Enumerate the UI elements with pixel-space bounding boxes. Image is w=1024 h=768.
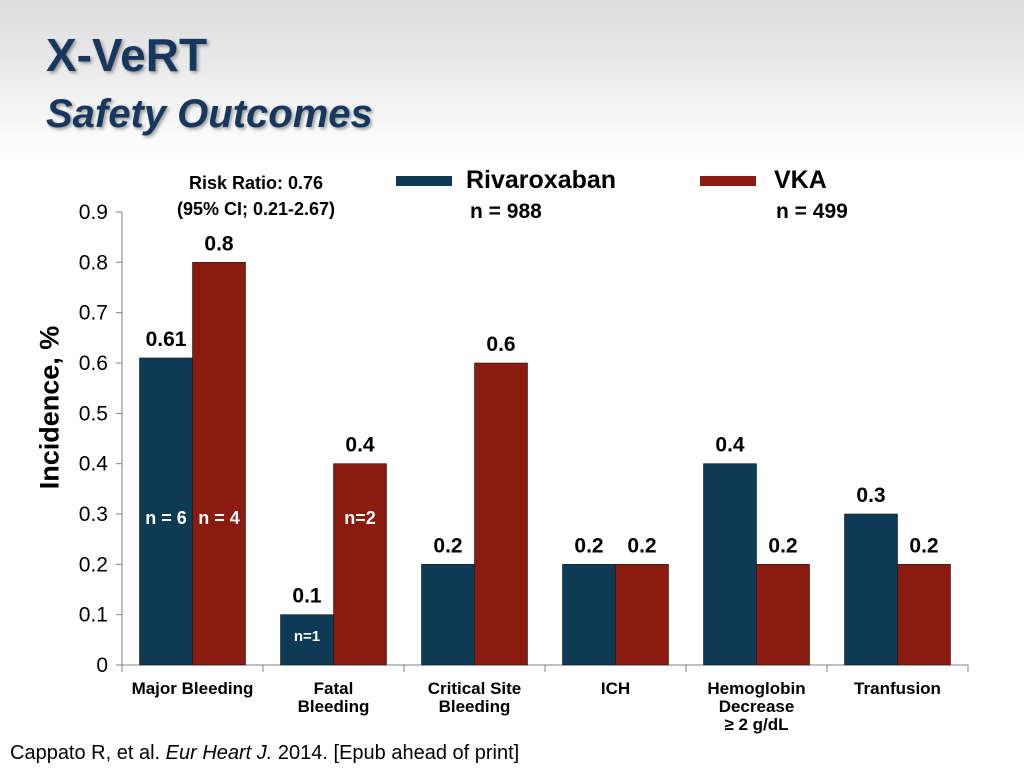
y-tick-label: 0.7 — [79, 302, 108, 325]
y-tick-label: 0.6 — [79, 352, 108, 375]
bar-vka — [333, 463, 387, 666]
bar-rivaroxaban — [421, 564, 475, 666]
bar-rivaroxaban — [280, 614, 334, 666]
bar-vka — [192, 262, 246, 666]
risk-ratio-annotation: Risk Ratio: 0.76 (95% CI; 0.21-2.67) — [150, 170, 362, 222]
bar-rivaroxaban — [844, 513, 898, 666]
legend-swatch-vka — [700, 176, 756, 186]
bar-vka — [897, 564, 951, 666]
x-category-label: Fatal — [314, 679, 354, 698]
bar-value-label: 0.4 — [345, 434, 375, 457]
bar-inner-label: n=1 — [294, 628, 320, 645]
bar-inner-label: n = 6 — [145, 508, 187, 528]
x-category-label: Major Bleeding — [132, 679, 254, 698]
bar-value-label: 0.61 — [146, 328, 187, 351]
legend-n-vka: n = 499 — [776, 200, 848, 223]
citation-journal: Eur Heart J. — [165, 742, 273, 764]
bar-value-label: 0.3 — [856, 484, 885, 507]
bar-value-label: 0.2 — [909, 534, 938, 557]
x-category-label: Hemoglobin — [707, 679, 805, 698]
risk-ratio-value: Risk Ratio: 0.76 — [188, 173, 324, 193]
bar-rivaroxaban — [562, 564, 616, 666]
bar-value-label: 0.4 — [715, 434, 745, 457]
x-category-label: Bleeding — [439, 697, 511, 716]
risk-ratio-ci: (95% CI; 0.21-2.67) — [176, 199, 336, 219]
bar-vka — [756, 564, 810, 666]
y-tick-label: 0 — [96, 654, 108, 677]
x-category-label: Decrease — [719, 697, 795, 716]
bar-vka — [474, 362, 528, 666]
bar-value-label: 0.2 — [627, 534, 656, 557]
bar-rivaroxaban — [703, 463, 757, 666]
citation-authors: Cappato R, et al. — [10, 742, 161, 764]
bar-value-label: 0.2 — [433, 534, 462, 557]
y-tick-label: 0.4 — [79, 453, 109, 476]
slide-title: X-VeRT — [46, 29, 208, 81]
y-tick-label: 0.2 — [79, 553, 108, 576]
citation: Cappato R, et al. Eur Heart J. 2014. [Ep… — [10, 742, 519, 765]
y-tick-label: 0.9 — [79, 201, 108, 224]
slide-subtitle: Safety Outcomes — [46, 92, 373, 136]
y-tick-label: 0.5 — [79, 402, 108, 425]
x-category-label: ICH — [601, 679, 630, 698]
legend-label-vka: VKA — [774, 166, 827, 194]
y-tick-label: 0.1 — [79, 604, 108, 627]
bar-value-label: 0.2 — [574, 534, 603, 557]
bar-inner-label: n=2 — [344, 508, 376, 528]
citation-details: 2014. [Epub ahead of print] — [277, 742, 520, 764]
bar-rivaroxaban — [139, 357, 193, 666]
legend-swatch-rivaroxaban — [396, 176, 452, 186]
bar-value-label: 0.6 — [486, 333, 515, 356]
bar-inner-label: n = 4 — [198, 508, 240, 528]
y-tick-label: 0.3 — [79, 503, 108, 526]
x-category-label: Critical Site — [428, 679, 522, 698]
bar-value-label: 0.8 — [204, 232, 234, 255]
bar-vka — [615, 564, 669, 666]
bar-value-label: 0.1 — [292, 585, 322, 608]
y-tick-label: 0.8 — [79, 251, 108, 274]
legend-n-rivaroxaban: n = 988 — [470, 200, 542, 223]
x-category-label: ≥ 2 g/dL — [724, 715, 788, 734]
x-category-label: Bleeding — [298, 697, 370, 716]
x-category-label: Tranfusion — [854, 679, 941, 698]
legend-label-rivaroxaban: Rivaroxaban — [466, 166, 617, 194]
bar-value-label: 0.2 — [768, 534, 797, 557]
